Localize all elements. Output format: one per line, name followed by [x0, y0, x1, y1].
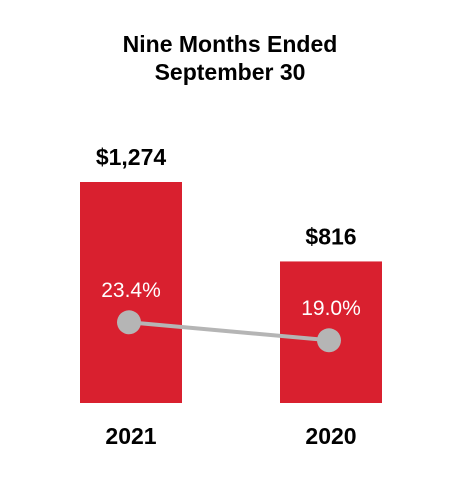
line-point	[117, 310, 141, 335]
line-point	[317, 328, 341, 353]
value-label: $1,274	[96, 144, 167, 170]
line	[128, 320, 330, 343]
chart-title: September 30	[155, 59, 306, 85]
value-label: 19.0%	[301, 297, 361, 320]
bar	[80, 182, 182, 403]
value-label: 23.4%	[101, 279, 161, 302]
x-tick-label: 2020	[305, 423, 356, 449]
x-tick-label: 2021	[105, 423, 156, 449]
chart-title: Nine Months Ended	[123, 31, 338, 57]
value-label: $816	[305, 224, 356, 250]
